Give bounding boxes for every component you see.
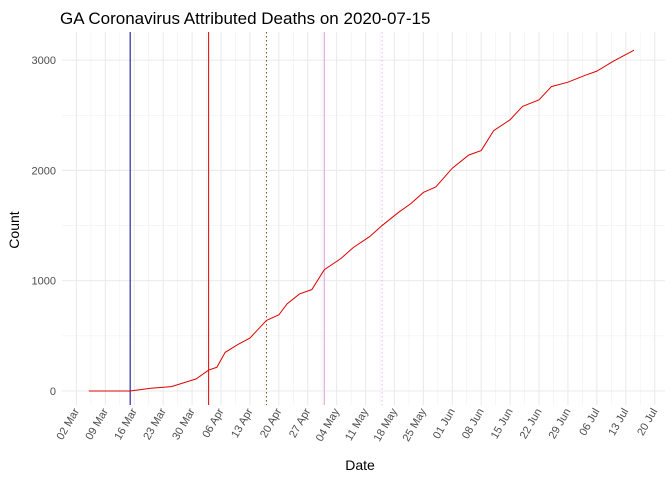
x-tick-label: 06 Apr: [200, 406, 226, 440]
x-tick-label: 04 May: [314, 406, 343, 444]
x-tick-label: 20 Apr: [258, 406, 284, 440]
y-tick-label: 3000: [32, 55, 56, 67]
y-tick-label: 2000: [32, 165, 56, 177]
chart-title: GA Coronavirus Attributed Deaths on 2020…: [60, 9, 430, 28]
data-line: [88, 49, 635, 392]
y-tick-label: 1000: [32, 276, 56, 288]
x-tick-label: 30 Mar: [170, 406, 198, 442]
x-tick-label: 16 Mar: [112, 406, 140, 442]
x-axis-label: Date: [345, 457, 375, 473]
x-tick-label: 18 May: [372, 406, 401, 444]
x-tick-label: 08 Jun: [460, 406, 487, 441]
y-axis-label: Count: [6, 211, 22, 248]
x-tick-label: 20 Jul: [635, 407, 660, 438]
x-tick-label: 25 May: [401, 406, 430, 444]
x-tick-label: 22 Jun: [518, 407, 545, 442]
x-tick-label: 15 Jun: [489, 407, 516, 442]
x-tick-label: 23 Mar: [141, 406, 169, 442]
x-tick-label: 09 Mar: [83, 406, 111, 442]
x-tick-label: 27 Apr: [287, 406, 313, 440]
x-tick-label: 13 Apr: [229, 406, 255, 440]
y-tick-label: 0: [50, 386, 56, 398]
x-tick-label: 01 Jun: [431, 407, 458, 442]
x-tick-label: 06 Jul: [577, 407, 602, 438]
x-tick-label: 02 Mar: [55, 406, 83, 442]
x-tick-label: 29 Jun: [547, 407, 574, 442]
x-tick-label: 13 Jul: [606, 407, 631, 438]
x-tick-label: 11 May: [343, 406, 371, 443]
